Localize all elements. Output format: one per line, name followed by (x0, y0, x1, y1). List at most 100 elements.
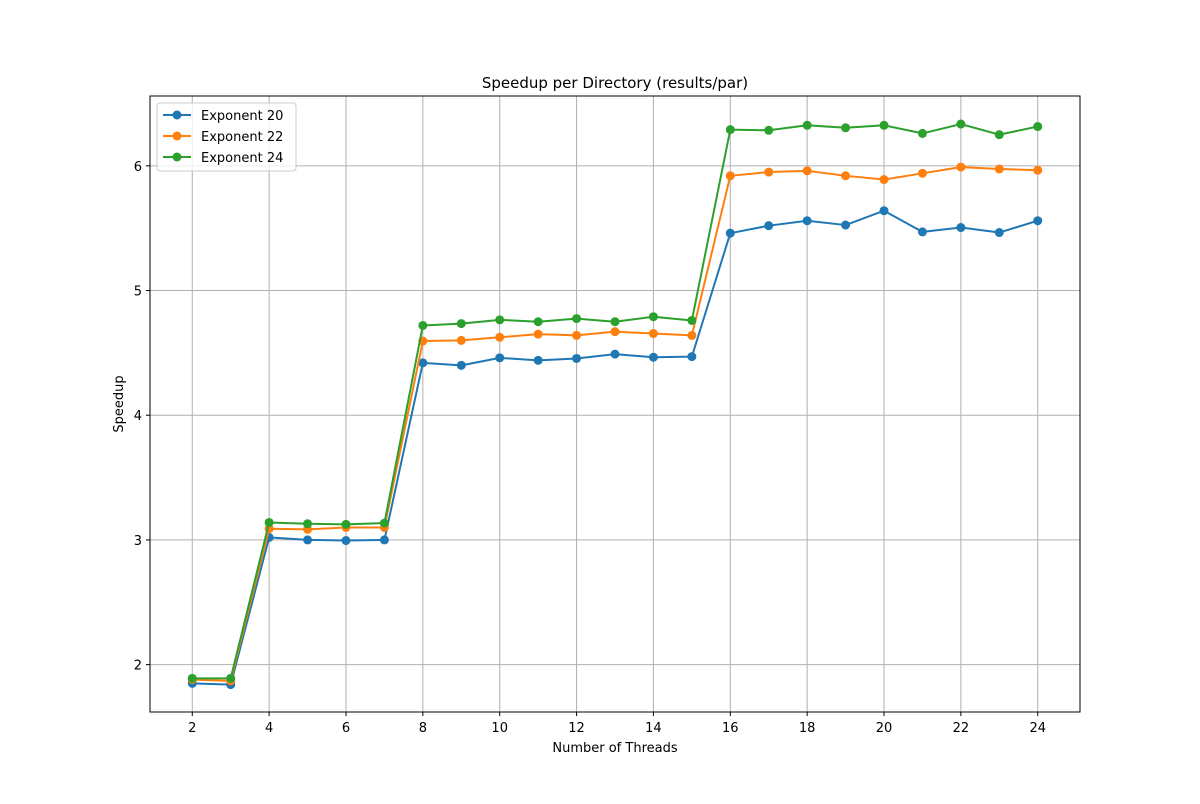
chart-title: Speedup per Directory (results/par) (482, 74, 748, 92)
data-point (956, 119, 966, 129)
y-tick-label: 3 (134, 534, 142, 549)
data-point (994, 164, 1004, 174)
data-point (341, 536, 351, 546)
data-point (725, 228, 735, 238)
data-point (879, 206, 889, 216)
data-point (917, 128, 927, 138)
data-point (994, 130, 1004, 140)
data-point (456, 360, 466, 370)
x-tick-label: 16 (722, 721, 739, 736)
data-point (802, 120, 812, 130)
data-point (841, 171, 851, 181)
data-point (303, 535, 313, 545)
data-point (687, 315, 697, 325)
data-point (533, 355, 543, 365)
x-tick-label: 22 (953, 721, 970, 736)
data-point (956, 223, 966, 233)
data-point (725, 125, 735, 135)
data-point (610, 317, 620, 327)
data-point (341, 519, 351, 529)
data-point (226, 673, 236, 683)
series-3 (187, 119, 1043, 683)
y-tick-label: 4 (134, 409, 142, 424)
data-point (572, 353, 582, 363)
x-tick-label: 12 (568, 721, 585, 736)
y-axis-label: Speedup (112, 375, 127, 432)
y-tick-label: 2 (134, 659, 142, 674)
data-point (610, 349, 620, 359)
data-point (1033, 165, 1043, 175)
plot-area-frame (149, 95, 1081, 713)
data-point (1033, 122, 1043, 132)
y-tick-label: 6 (134, 160, 142, 175)
data-point (648, 312, 658, 322)
series-line (192, 166, 1038, 682)
data-point (1033, 216, 1043, 226)
data-point (648, 329, 658, 339)
data-point (572, 330, 582, 340)
data-point (456, 319, 466, 329)
data-point (456, 335, 466, 345)
data-point (495, 315, 505, 325)
data-point (879, 120, 889, 130)
x-tick-label: 2 (188, 721, 196, 736)
data-point (533, 317, 543, 327)
x-tick-label: 20 (876, 721, 893, 736)
series-2 (187, 162, 1043, 686)
data-point (687, 352, 697, 362)
data-point (917, 168, 927, 178)
data-point (648, 352, 658, 362)
data-point (495, 332, 505, 342)
data-point (610, 327, 620, 337)
data-point (495, 353, 505, 363)
legend-marker (172, 152, 182, 162)
data-point (764, 167, 774, 177)
legend-marker (172, 110, 182, 120)
data-point (572, 314, 582, 324)
x-tick-label: 10 (491, 721, 508, 736)
y-tick-label: 5 (134, 285, 142, 300)
series-1 (187, 206, 1043, 690)
data-point (994, 228, 1004, 238)
data-point (764, 125, 774, 135)
data-point (687, 330, 697, 340)
data-point (841, 220, 851, 230)
x-tick-label: 24 (1029, 721, 1046, 736)
legend-entry: Exponent 22 (163, 130, 283, 145)
data-point (917, 227, 927, 237)
series-line (192, 209, 1039, 686)
series-line (192, 123, 1038, 680)
x-tick-label: 4 (265, 721, 273, 736)
data-point (802, 216, 812, 226)
data-point (533, 329, 543, 339)
data-point (418, 320, 428, 330)
legend-box (156, 102, 297, 172)
legend-marker (172, 131, 182, 141)
data-point (418, 358, 428, 368)
legend: Exponent 20 Exponent 22 Exponent 24 (156, 102, 297, 172)
data-point (187, 673, 197, 683)
data-point (379, 535, 389, 545)
data-point (379, 518, 389, 528)
x-tick-label: 18 (799, 721, 816, 736)
x-tick-label: 8 (419, 721, 427, 736)
data-point (879, 175, 889, 185)
data-point (841, 123, 851, 133)
series-lines (187, 119, 1043, 690)
data-point (725, 171, 735, 181)
legend-label: Exponent 20 (201, 109, 283, 124)
grid-lines (150, 96, 1080, 712)
x-tick-label: 6 (342, 721, 350, 736)
x-tick-label: 14 (645, 721, 662, 736)
legend-entry: Exponent 24 (163, 151, 283, 166)
legend-entry: Exponent 20 (163, 109, 283, 124)
data-point (956, 162, 966, 172)
x-axis-label: Number of Threads (552, 741, 677, 756)
data-point (764, 221, 774, 231)
data-point (264, 517, 274, 527)
legend-label: Exponent 24 (201, 151, 283, 166)
data-point (303, 519, 313, 529)
